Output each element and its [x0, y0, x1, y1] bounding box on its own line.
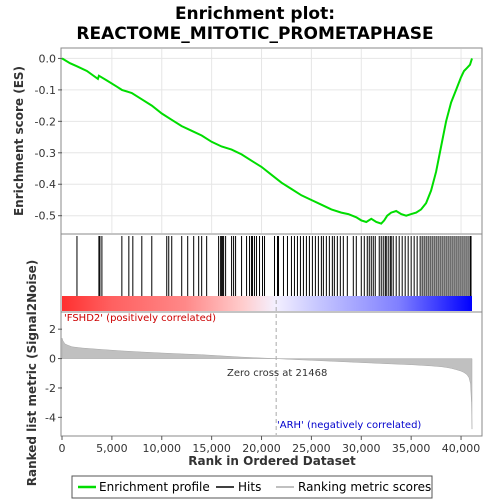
metric-tick-label: 0 [49, 353, 56, 366]
legend-hits-label: Hits [238, 480, 261, 494]
chart-title-line2: REACTOME_MITOTIC_PROMETAPHASE [76, 24, 433, 44]
negative-correlation-label: 'ARH' (negatively correlated) [277, 420, 421, 431]
es-tick-label: -0.3 [35, 147, 56, 160]
es-y-ticks: 0.0 -0.1 -0.2 -0.3 -0.4 -0.5 [35, 52, 62, 223]
es-gridlines [62, 49, 481, 233]
x-axis-ticks: 0 5,000 10,000 15,000 20,000 25,000 30,000 35,0… [59, 436, 481, 455]
metric-tick-label: -2 [45, 382, 56, 395]
legend-box [71, 475, 433, 499]
x-tick-label: 25,000 [292, 442, 331, 455]
metric-y-axis-title: Ranked list metric (Signal2Noise) [25, 260, 39, 487]
chart-title-line1: Enrichment plot: [175, 4, 335, 24]
hits-tick-marks [76, 236, 472, 296]
zero-cross-label: Zero cross at 21468 [227, 368, 327, 379]
positive-correlation-label: 'FSHD2' (positively correlated) [64, 313, 216, 324]
enrichment-profile-line [61, 57, 473, 225]
es-tick-label: -0.5 [35, 210, 56, 223]
es-tick-label: 0.0 [39, 52, 57, 65]
es-panel-frame [60, 47, 483, 235]
x-tick-label: 10,000 [143, 442, 182, 455]
es-y-axis-title: Enrichment score (ES) [12, 66, 26, 216]
x-tick-label: 15,000 [192, 442, 231, 455]
x-tick-label: 5,000 [96, 442, 128, 455]
es-tick-label: -0.4 [35, 178, 56, 191]
x-tick-label: 20,000 [242, 442, 281, 455]
x-tick-label: 30,000 [342, 442, 381, 455]
legend-metric-label: Ranking metric scores [298, 480, 431, 494]
es-tick-label: -0.1 [35, 84, 56, 97]
x-tick-label: 40,000 [442, 442, 481, 455]
metric-y-ticks: 2 0 -2 -4 [45, 323, 62, 424]
x-axis-title: Rank in Ordered Dataset [188, 454, 356, 468]
x-tick-label: 35,000 [392, 442, 431, 455]
rank-color-bar [62, 296, 472, 311]
ranking-metric-area [61, 337, 473, 430]
legend-profile-label: Enrichment profile [99, 480, 210, 494]
metric-tick-label: 2 [49, 323, 56, 336]
es-tick-label: -0.2 [35, 115, 56, 128]
metric-tick-label: -4 [45, 411, 56, 424]
x-tick-label: 0 [59, 442, 66, 455]
metric-panel-frame [60, 311, 483, 437]
